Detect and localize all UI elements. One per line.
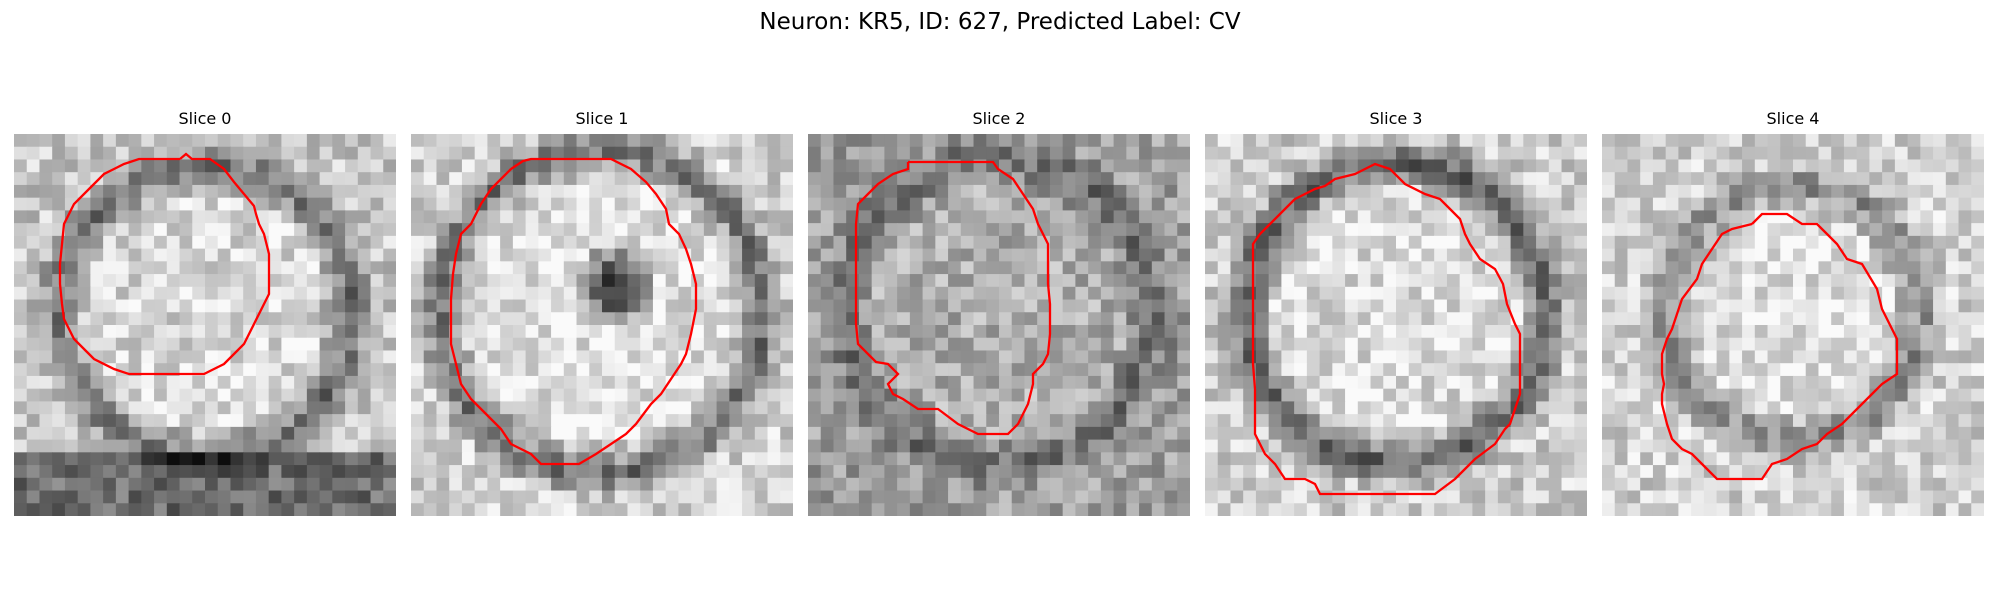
slice-4-canvas [1602, 134, 1984, 516]
slice-0-canvas [14, 134, 396, 516]
slice-3-pixels [1205, 134, 1587, 516]
slice-1-contour [449, 157, 698, 466]
figure-title: Neuron: KR5, ID: 627, Predicted Label: C… [759, 9, 1241, 35]
slice-4-pixels [1602, 134, 1984, 516]
slice-3-canvas [1205, 134, 1587, 516]
slice-3-title: Slice 3 [1369, 109, 1423, 128]
slice-2-title: Slice 2 [972, 109, 1026, 128]
slice-2-canvas [808, 134, 1190, 516]
slice-2-contour [854, 160, 1052, 436]
slice-0-contour [58, 152, 271, 376]
slice-2-image [808, 134, 1190, 516]
slice-1-title: Slice 1 [575, 109, 629, 128]
slice-0-image [14, 134, 396, 516]
slice-0-pixels [14, 134, 396, 516]
slice-2-pixels [808, 134, 1190, 516]
slice-1-canvas [411, 134, 793, 516]
slice-3-contour [1251, 162, 1522, 496]
slice-1-image [411, 134, 793, 516]
slice-4-contour [1660, 212, 1899, 481]
slice-4-title: Slice 4 [1766, 109, 1820, 128]
slice-0-title: Slice 0 [178, 109, 232, 128]
slice-1-pixels [411, 134, 793, 516]
slice-3-image [1205, 134, 1587, 516]
slice-4-image [1602, 134, 1984, 516]
